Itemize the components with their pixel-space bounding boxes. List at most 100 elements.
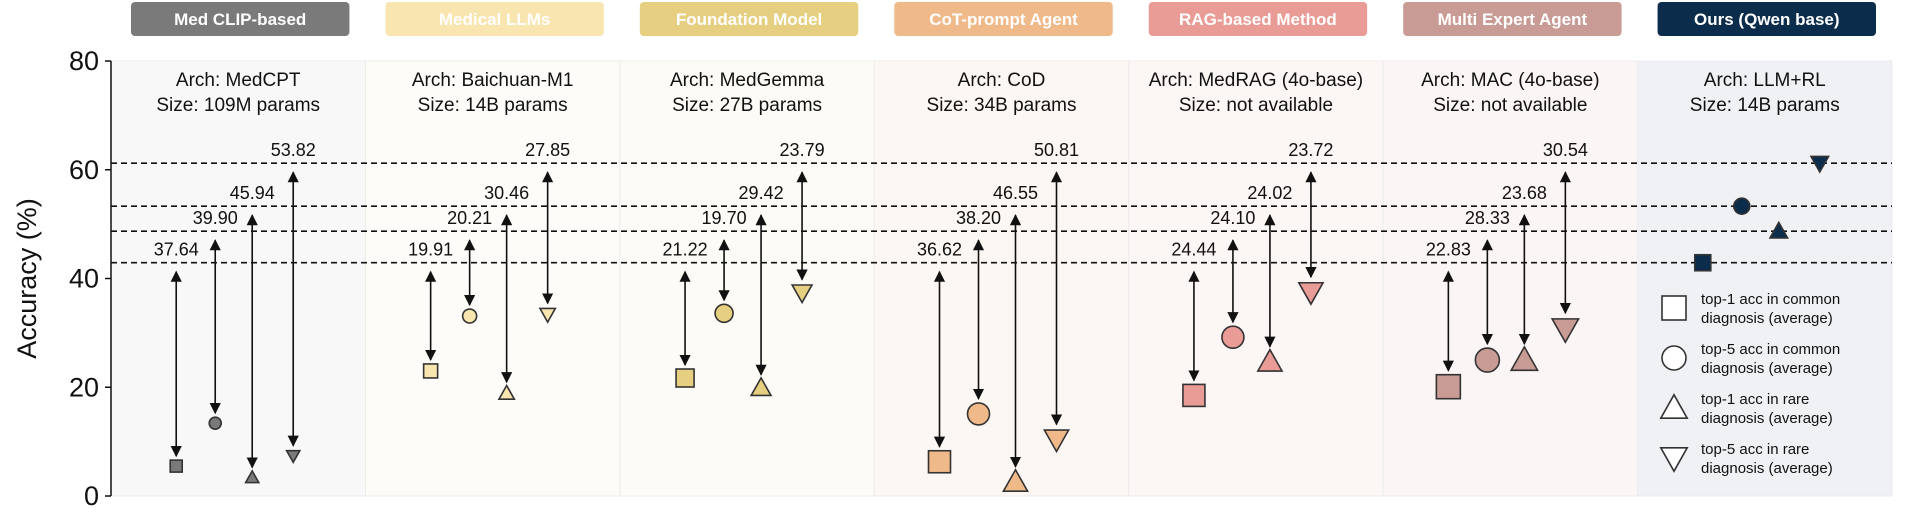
gap-label: 27.85 — [525, 140, 570, 160]
group-size-label: Size: 34B params — [927, 95, 1077, 116]
group-panel — [873, 60, 1130, 497]
data-point — [790, 284, 814, 305]
data-point — [675, 368, 695, 388]
legend-label: diagnosis (average) — [1701, 360, 1833, 377]
data-point — [1043, 429, 1070, 454]
group-panel — [1382, 60, 1639, 497]
y-tick-label: 20 — [69, 372, 99, 402]
gap-label: 24.02 — [1247, 183, 1292, 203]
gap-label: 50.81 — [1034, 140, 1079, 160]
data-point — [1256, 347, 1284, 372]
gap-label: 22.83 — [1426, 240, 1471, 260]
group-arch-label: Arch: MedCPT — [176, 70, 301, 91]
data-point — [1002, 468, 1029, 493]
group-header-label: RAG-based Method — [1179, 10, 1337, 29]
data-point — [1474, 347, 1501, 373]
gap-label: 46.55 — [993, 183, 1038, 203]
group-size-label: Size: 27B params — [672, 95, 822, 116]
y-axis-title: Accuracy (%) — [12, 198, 42, 359]
data-point — [966, 402, 991, 426]
legend-label: top-1 acc in common — [1701, 291, 1840, 308]
group-header-label: Multi Expert Agent — [1438, 10, 1588, 29]
legend-marker — [1661, 295, 1687, 321]
y-tick-label: 40 — [69, 264, 99, 294]
gap-label: 45.94 — [230, 183, 275, 203]
group-arch-label: Arch: MAC (4o-base) — [1421, 70, 1599, 91]
data-point — [1693, 253, 1712, 272]
gap-label: 28.33 — [1465, 208, 1510, 228]
data-point — [497, 383, 516, 400]
group-header-label: CoT-prompt Agent — [929, 10, 1078, 29]
legend-marker — [1661, 345, 1687, 371]
gap-label: 21.22 — [663, 240, 708, 260]
gap-label: 20.21 — [447, 208, 492, 228]
legend-label: diagnosis (average) — [1701, 310, 1833, 327]
group-panel — [110, 60, 366, 497]
group-arch-label: Arch: MedGemma — [670, 70, 825, 91]
gap-label: 24.44 — [1171, 240, 1216, 260]
legend-label: top-1 acc in rare — [1701, 391, 1809, 408]
group-size-label: Size: 109M params — [156, 95, 320, 116]
legend-label: diagnosis (average) — [1701, 460, 1833, 477]
group-header-box — [639, 2, 859, 36]
group-header-label: Medical LLMs — [439, 10, 550, 29]
gap-label: 24.10 — [1210, 208, 1255, 228]
data-point — [1435, 373, 1462, 400]
data-point — [285, 449, 302, 464]
group-arch-label: Arch: CoD — [958, 70, 1046, 91]
gap-label: 30.54 — [1543, 140, 1588, 160]
data-point — [1297, 281, 1325, 306]
group-size-label: Size: 14B params — [1690, 95, 1840, 116]
group-panel — [364, 60, 621, 497]
data-point — [927, 449, 952, 474]
y-tick-label: 0 — [84, 481, 99, 511]
gap-label: 19.70 — [702, 208, 747, 228]
gap-label: 39.90 — [193, 208, 238, 228]
group-panel — [619, 60, 875, 497]
group-size-label: Size: 14B params — [418, 95, 568, 116]
gap-label: 23.68 — [1502, 183, 1547, 203]
gap-label: 36.62 — [917, 240, 962, 260]
gap-label: 19.91 — [408, 240, 453, 260]
gap-label: 23.72 — [1288, 140, 1333, 160]
data-point — [714, 303, 734, 324]
gap-label: 53.82 — [271, 140, 316, 160]
group-arch-label: Arch: LLM+RL — [1704, 70, 1826, 91]
data-point — [749, 376, 773, 397]
data-point — [169, 459, 184, 473]
gap-label: 37.64 — [154, 240, 199, 260]
data-point — [1809, 155, 1830, 174]
group-header-box — [385, 2, 604, 36]
data-point — [1221, 325, 1245, 350]
group-size-label: Size: not available — [1433, 95, 1587, 116]
data-point — [422, 363, 439, 379]
data-point — [1550, 318, 1580, 344]
legend-marker — [1659, 446, 1689, 473]
gap-label: 23.79 — [780, 140, 825, 160]
data-point — [208, 416, 223, 430]
gap-label: 29.42 — [739, 183, 784, 203]
group-header-box — [1403, 2, 1622, 36]
y-tick-label: 60 — [69, 155, 99, 185]
group-header-label: Med CLIP-based — [174, 10, 306, 29]
legend-label: diagnosis (average) — [1701, 410, 1833, 427]
group-arch-label: Arch: Baichuan-M1 — [412, 70, 574, 91]
group-header-box — [1657, 2, 1876, 36]
group-size-label: Size: not available — [1179, 95, 1333, 116]
group-header-box — [1148, 2, 1368, 36]
group-panel — [1128, 60, 1384, 497]
data-point — [1509, 345, 1539, 372]
data-point — [538, 307, 557, 324]
group-arch-label: Arch: MedRAG (4o-base) — [1149, 70, 1363, 91]
legend-label: top-5 acc in common — [1701, 341, 1840, 358]
group-panel — [1637, 60, 1893, 497]
data-point — [244, 469, 261, 484]
data-point — [1732, 197, 1751, 215]
gap-label: 38.20 — [956, 208, 1001, 228]
group-header-box — [131, 2, 350, 36]
gap-label: 30.46 — [484, 183, 529, 203]
data-point — [1182, 383, 1206, 408]
group-header-label: Ours (Qwen base) — [1694, 10, 1839, 29]
data-point — [461, 308, 478, 324]
